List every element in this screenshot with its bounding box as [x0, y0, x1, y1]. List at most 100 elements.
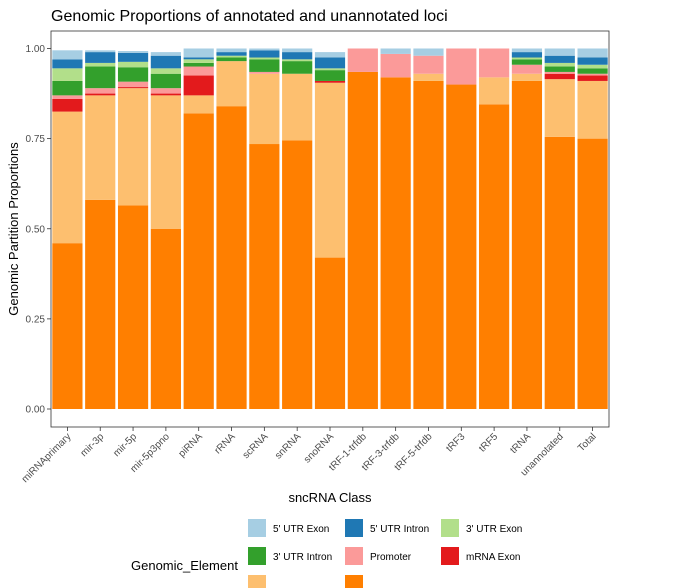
bar-segment [117, 51, 149, 53]
legend: 5' UTR Exon 5' UTR Intron 3' UTR Exon 3' UT… [248, 519, 522, 588]
y-axis: 0.00 0.25 0.50 0.75 1.00 [26, 44, 51, 416]
bar-segment [479, 104, 510, 409]
bar-segment [446, 48, 477, 85]
bar-segment [183, 113, 214, 409]
bar-segment [511, 80, 543, 409]
bar-segment [183, 59, 214, 63]
bar-segment [314, 82, 346, 258]
legend-swatch [441, 519, 459, 537]
chart-title: Genomic Proportions of annotated and una… [51, 8, 448, 25]
x-tick-label: tRNA [508, 431, 533, 456]
legend-swatch [441, 547, 459, 565]
bar-segment [85, 52, 116, 63]
bar-segment [511, 57, 543, 60]
bar-segment [150, 73, 181, 89]
x-tick-label: mir-5p [111, 431, 139, 459]
bar-segment [577, 73, 608, 76]
bar-segment [216, 52, 247, 56]
bar-segment [380, 53, 411, 78]
legend-swatch [345, 519, 363, 537]
legend-label: 3' UTR Intron [273, 552, 332, 563]
legend-label: 3' UTR Exon [466, 524, 522, 535]
bar-segment [249, 48, 280, 51]
bar-segment [52, 50, 83, 60]
bar-segment [117, 88, 149, 206]
bar-segment [150, 93, 181, 96]
x-tick-label: snRNA [273, 431, 303, 461]
bar-segment [249, 50, 280, 58]
bar-segment [413, 73, 444, 81]
y-tick-label: 0.25 [26, 314, 46, 325]
bar-segment [314, 70, 346, 81]
bar-segment [249, 71, 280, 74]
bar-segment [52, 80, 83, 96]
bar-segment [52, 95, 83, 99]
bar-segment [347, 48, 378, 72]
bar-segment [117, 81, 149, 88]
bar-segment [282, 140, 313, 410]
bar-segment [380, 48, 411, 54]
legend-label: mRNA Exon [466, 552, 520, 563]
bar-segment [314, 57, 346, 69]
x-tick-label: mir-3p [79, 431, 107, 459]
legend-swatch [345, 575, 363, 588]
bar-segment [52, 68, 83, 81]
bar-segment [577, 80, 608, 139]
bar-segment [183, 75, 214, 96]
bar-segment [183, 66, 214, 76]
bar-segment [52, 59, 83, 69]
bar-segment [183, 95, 214, 114]
y-axis-title: Genomic Partition Proportions [6, 142, 21, 316]
bar-segment [413, 80, 444, 409]
legend-swatch [248, 547, 266, 565]
bar-segment [314, 80, 346, 83]
legend-swatch [248, 575, 266, 588]
bar-segment [479, 77, 510, 105]
legend-title: Genomic_Element [131, 558, 238, 573]
bar-segment [216, 55, 247, 58]
legend-label: 5' UTR Exon [273, 524, 329, 535]
x-tick-label: Total [576, 431, 599, 454]
bar-segment [52, 98, 83, 112]
x-axis-title: sncRNA Class [288, 490, 372, 505]
bar-segment [85, 95, 116, 200]
bar-segment [52, 243, 83, 409]
x-tick-label: piRNA [177, 431, 205, 459]
bar-segment [117, 61, 149, 68]
bar-segment [150, 88, 181, 94]
legend-label: 5' UTR Intron [370, 524, 429, 535]
bar-segment [511, 59, 543, 65]
x-tick-label: miRNAprimary [20, 431, 74, 485]
x-tick-label: tRF5 [477, 431, 500, 454]
bar-segment [577, 57, 608, 65]
bar-segment [216, 57, 247, 62]
y-tick-label: 0.50 [26, 224, 46, 235]
legend-label: Promoter [370, 552, 412, 563]
bar-segment [544, 79, 575, 137]
bar-segment [183, 57, 214, 60]
bar-segment [249, 144, 280, 409]
bar-segment [577, 48, 608, 58]
bar-segment [117, 67, 149, 82]
bar-segment [282, 59, 313, 62]
bar-segment [282, 48, 313, 53]
bar-segment [85, 62, 116, 67]
bar-segment [544, 62, 575, 67]
bar-segment [216, 106, 247, 410]
bar-segment [150, 55, 181, 69]
bar-segment [577, 138, 608, 409]
bar-segment [150, 228, 181, 409]
bar-segment [314, 257, 346, 409]
legend-swatch [248, 519, 266, 537]
bar-segment [249, 73, 280, 145]
x-tick-label: rRNA [213, 431, 238, 456]
x-tick-label: tRF3 [444, 431, 467, 454]
bar-segment [511, 52, 543, 58]
bar-segment [282, 61, 313, 74]
bar-segment [249, 59, 280, 72]
bar-segment [314, 52, 346, 58]
bar-segment [544, 136, 575, 409]
bar-segment [511, 64, 543, 74]
bar-segment [183, 48, 214, 58]
